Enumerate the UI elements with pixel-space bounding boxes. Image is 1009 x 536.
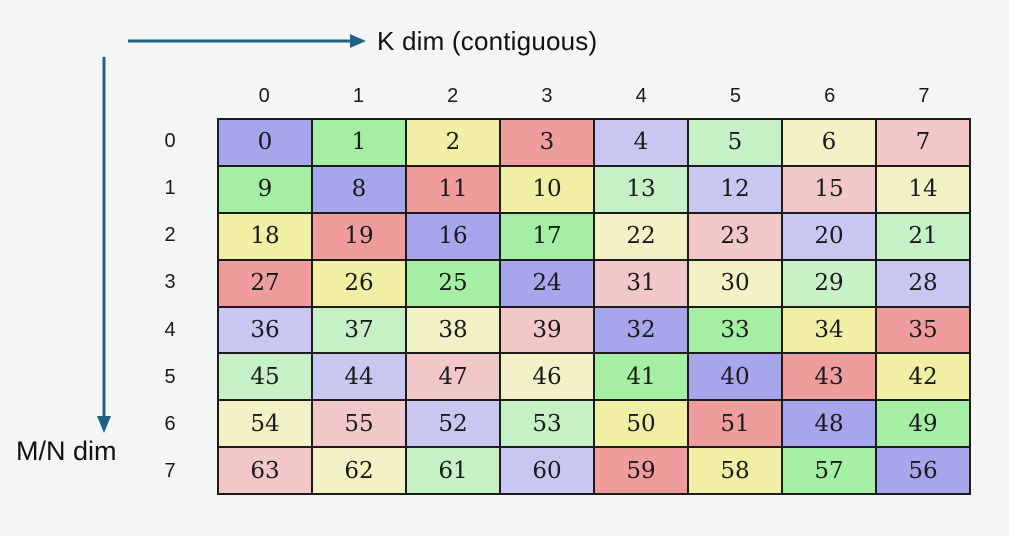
matrix-cell: 3 xyxy=(500,119,594,166)
matrix-cell: 39 xyxy=(500,306,594,354)
column-header: 6 xyxy=(824,84,836,107)
matrix-cell: 51 xyxy=(688,400,782,448)
matrix-cell: 8 xyxy=(312,165,406,213)
column-header: 1 xyxy=(352,84,364,107)
matrix-grid: 0 1 2 3 4 5 6 7 9 8 11 10 13 12 15 14 18 19 16 17 22 23 20 21 27… xyxy=(217,118,971,495)
matrix-cell: 24 xyxy=(500,259,594,307)
matrix-cell: 27 xyxy=(218,259,312,307)
matrix-cell: 30 xyxy=(688,259,782,307)
matrix-cell: 34 xyxy=(782,306,876,354)
row-header: 0 xyxy=(164,130,176,153)
matrix-cell: 57 xyxy=(782,447,876,494)
matrix-cell: 7 xyxy=(876,119,970,166)
matrix-cell: 59 xyxy=(594,447,688,494)
row-header: 5 xyxy=(164,365,176,388)
matrix-cell: 46 xyxy=(500,353,594,401)
matrix-cell: 20 xyxy=(782,212,876,260)
matrix-cell: 15 xyxy=(782,165,876,213)
row-header: 1 xyxy=(164,177,176,200)
matrix-cell: 2 xyxy=(406,119,500,166)
matrix-cell: 47 xyxy=(406,353,500,401)
matrix-cell: 55 xyxy=(312,400,406,448)
matrix-cell: 43 xyxy=(782,353,876,401)
matrix-cell: 56 xyxy=(876,447,970,494)
matrix-cell: 11 xyxy=(406,165,500,213)
matrix-cell: 50 xyxy=(594,400,688,448)
matrix-cell: 17 xyxy=(500,212,594,260)
matrix-cell: 6 xyxy=(782,119,876,166)
matrix-cell: 48 xyxy=(782,400,876,448)
row-header: 3 xyxy=(164,271,176,294)
matrix-cell: 4 xyxy=(594,119,688,166)
column-header: 7 xyxy=(918,84,930,107)
matrix-cell: 5 xyxy=(688,119,782,166)
matrix-cell: 37 xyxy=(312,306,406,354)
matrix-cell: 41 xyxy=(594,353,688,401)
matrix-cell: 29 xyxy=(782,259,876,307)
matrix-cell: 60 xyxy=(500,447,594,494)
matrix-cell: 1 xyxy=(312,119,406,166)
column-header: 3 xyxy=(541,84,553,107)
matrix-cell: 63 xyxy=(218,447,312,494)
column-header: 2 xyxy=(447,84,459,107)
mn-dim-axis-label: M/N dim xyxy=(16,436,117,466)
matrix-cell: 16 xyxy=(406,212,500,260)
matrix-cell: 42 xyxy=(876,353,970,401)
row-headers: 0 1 2 3 4 5 6 7 xyxy=(148,118,192,495)
row-header: 2 xyxy=(164,224,176,247)
column-header: 4 xyxy=(635,84,647,107)
matrix-cell: 23 xyxy=(688,212,782,260)
matrix-cell: 21 xyxy=(876,212,970,260)
matrix-cell: 61 xyxy=(406,447,500,494)
matrix-cell: 19 xyxy=(312,212,406,260)
matrix-cell: 31 xyxy=(594,259,688,307)
matrix-cell: 33 xyxy=(688,306,782,354)
matrix-cell: 25 xyxy=(406,259,500,307)
matrix-cell: 62 xyxy=(312,447,406,494)
matrix-cell: 14 xyxy=(876,165,970,213)
matrix-cell: 35 xyxy=(876,306,970,354)
column-header: 0 xyxy=(258,84,270,107)
matrix-cell: 12 xyxy=(688,165,782,213)
matrix-cell: 38 xyxy=(406,306,500,354)
matrix-cell: 40 xyxy=(688,353,782,401)
mn-axis-arrow xyxy=(97,57,111,433)
matrix-cell: 10 xyxy=(500,165,594,213)
matrix-cell: 49 xyxy=(876,400,970,448)
matrix-cell: 54 xyxy=(218,400,312,448)
matrix-cell: 13 xyxy=(594,165,688,213)
matrix-cell: 9 xyxy=(218,165,312,213)
matrix-cell: 18 xyxy=(218,212,312,260)
k-dim-axis-label: K dim (contiguous) xyxy=(377,26,598,56)
column-headers: 0 1 2 3 4 5 6 7 xyxy=(217,80,971,112)
column-header: 5 xyxy=(729,84,741,107)
matrix-cell: 26 xyxy=(312,259,406,307)
matrix-cell: 32 xyxy=(594,306,688,354)
k-axis-arrow xyxy=(128,34,366,48)
row-header: 7 xyxy=(164,459,176,482)
matrix-cell: 28 xyxy=(876,259,970,307)
matrix-cell: 58 xyxy=(688,447,782,494)
matrix-cell: 45 xyxy=(218,353,312,401)
matrix-cell: 53 xyxy=(500,400,594,448)
matrix-cell: 0 xyxy=(218,119,312,166)
matrix-cell: 36 xyxy=(218,306,312,354)
matrix-cell: 22 xyxy=(594,212,688,260)
matrix-cell: 52 xyxy=(406,400,500,448)
row-header: 6 xyxy=(164,412,176,435)
matrix-cell: 44 xyxy=(312,353,406,401)
row-header: 4 xyxy=(164,318,176,341)
